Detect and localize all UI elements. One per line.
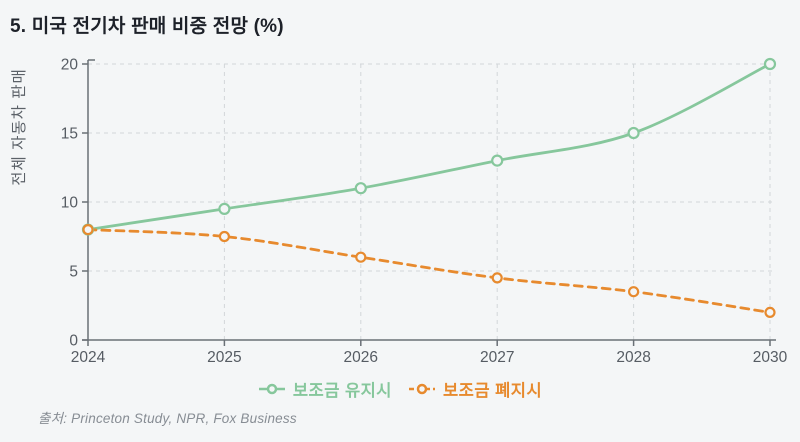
y-tick-label: 20 [61, 57, 79, 74]
y-tick-label: 5 [69, 264, 78, 281]
x-tick-label: 2024 [71, 349, 106, 366]
y-tick-label: 15 [61, 126, 78, 143]
abolish-data-marker [355, 251, 367, 263]
maintain-data-marker [354, 182, 367, 195]
chart-legend: 보조금 유지시 보조금 폐지시 [0, 377, 800, 401]
x-tick-label: 2026 [344, 349, 378, 366]
abolish-data-marker [491, 272, 503, 284]
legend-item-subsidy-maintained[interactable]: 보조금 유지시 [258, 377, 392, 401]
abolish-data-marker [82, 224, 94, 236]
abolish-line-marker-icon [409, 383, 435, 395]
abolish-data-marker [218, 230, 230, 243]
source-citation: 출처: Princeton Study, NPR, Fox Business [38, 411, 297, 426]
page-title: 5. 미국 전기차 판매 비중 전망 (%) [10, 16, 284, 37]
line-chart: 0 5 10 15 20 2024 2025 2026 2027 2028 2030 [61, 57, 788, 367]
x-tick-label: 2027 [480, 349, 514, 366]
legend-label-abolish: 보조금 폐지시 [443, 382, 543, 400]
abolish-data-marker [627, 286, 640, 298]
maintain-data-marker [218, 202, 231, 215]
y-tick-label: 10 [61, 195, 79, 212]
x-tick-label: 2028 [616, 349, 650, 366]
legend-label-maintain: 보조금 유지시 [292, 382, 392, 400]
maintain-data-marker [763, 57, 777, 71]
maintain-data-marker [627, 126, 640, 140]
maintain-data-marker [491, 154, 504, 167]
series-abolish-line [86, 228, 772, 314]
legend-item-subsidy-abolished[interactable]: 보조금 폐지시 [408, 377, 542, 401]
series-maintain-line [86, 62, 772, 231]
x-tick-label: 2030 [753, 349, 788, 366]
x-tick-label: 2025 [207, 349, 241, 366]
maintain-line-marker-icon [258, 383, 285, 395]
chart-area: 0 5 10 15 20 2024 2025 2026 2027 2028 2030 전체 자동차 … [11, 57, 788, 367]
y-axis-label: 전체 자동차 판매 [11, 68, 28, 186]
y-tick-label: 0 [69, 333, 78, 350]
abolish-data-marker [764, 306, 776, 318]
